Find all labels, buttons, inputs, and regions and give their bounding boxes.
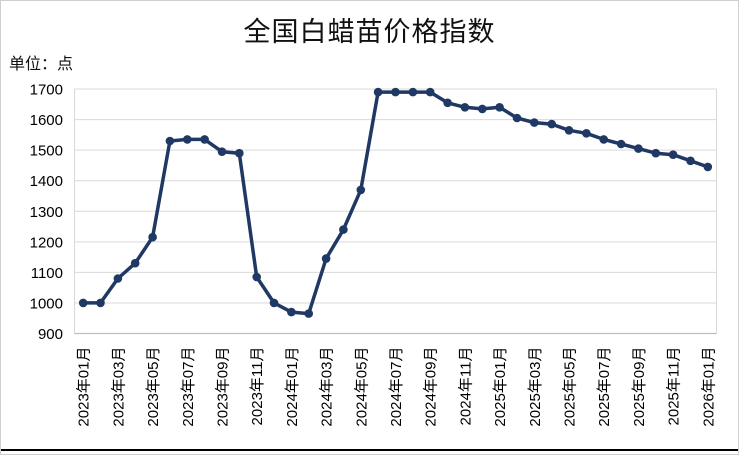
data-point-2023年06月 (165, 136, 175, 146)
data-point-2023年07月 (183, 135, 192, 144)
x-axis-tick-label: 2025年05月 (562, 347, 579, 427)
data-point-2024年07月 (391, 87, 400, 97)
data-point-2023年12月 (269, 298, 279, 308)
data-point-2025年07月 (599, 135, 608, 144)
y-axis-tick-label: 1400 (30, 173, 63, 190)
x-axis-tick-label: 2024年01月 (284, 347, 301, 427)
data-point-2025年06月 (582, 129, 591, 138)
chart-title: 全国白蜡苗价格指数 (243, 17, 496, 47)
x-axis-tick-label: 2023年07月 (180, 347, 197, 427)
data-point-2025年09月 (634, 144, 643, 153)
y-axis-tick-label: 1600 (30, 112, 63, 129)
data-point-2025年12月 (686, 156, 695, 166)
data-point-2025年01月 (495, 103, 504, 112)
unit-label: 单位：点 (9, 56, 74, 73)
data-point-2026年01月 (703, 162, 713, 172)
data-point-2024年08月 (408, 87, 418, 97)
data-point-2024年04月 (339, 225, 348, 234)
data-point-2023年01月 (78, 298, 88, 308)
data-point-2023年03月 (113, 274, 123, 283)
x-axis-tick-label: 2024年03月 (319, 347, 336, 427)
x-axis-tick-label: 2025年11月 (666, 347, 683, 426)
data-point-2024年05月 (356, 185, 366, 195)
y-axis-tick-label: 1300 (30, 204, 63, 221)
data-point-2024年12月 (478, 104, 487, 114)
data-point-2023年05月 (148, 232, 157, 242)
data-point-2023年11月 (252, 272, 261, 282)
bottom-border-line (1, 449, 738, 451)
data-point-2024年06月 (373, 87, 383, 97)
data-point-2024年11月 (460, 103, 470, 112)
x-axis-tick-label: 2023年03月 (110, 347, 127, 427)
data-point-2023年02月 (96, 298, 105, 308)
data-point-2025年11月 (668, 150, 678, 159)
y-axis-tick-label: 1700 (30, 82, 63, 99)
data-point-2023年09月 (217, 147, 227, 156)
data-point-2024年09月 (425, 87, 435, 97)
x-axis-tick-label: 2023年01月 (76, 347, 93, 427)
x-axis-tick-label: 2026年01月 (700, 347, 717, 427)
y-axis-tick-label: 900 (38, 326, 63, 343)
x-axis-tick-label: 2024年05月 (353, 347, 370, 427)
data-point-2024年01月 (287, 307, 296, 317)
x-axis-tick-label: 2025年09月 (631, 347, 648, 427)
y-axis-tick-label: 1000 (30, 295, 63, 312)
x-axis-tick-label: 2025年01月 (492, 347, 509, 427)
data-point-2023年08月 (200, 135, 209, 144)
x-axis-tick-label: 2023年11月 (249, 347, 266, 426)
data-point-2024年10月 (443, 98, 452, 108)
data-point-2025年03月 (530, 118, 539, 127)
x-axis-tick-label: 2025年03月 (527, 347, 544, 427)
x-axis-tick-label: 2025年07月 (596, 347, 613, 427)
data-point-2025年05月 (564, 126, 574, 135)
data-point-2024年02月 (304, 309, 314, 318)
data-point-2025年02月 (512, 113, 522, 123)
data-point-2025年08月 (616, 139, 626, 149)
data-point-2023年10月 (235, 148, 244, 158)
x-axis-tick-label: 2023年05月 (145, 347, 162, 427)
data-point-2024年03月 (321, 254, 331, 263)
y-axis-tick-label: 1100 (31, 265, 63, 282)
data-point-2025年10月 (651, 148, 661, 158)
price-index-line (81, 90, 710, 316)
data-point-2025年04月 (547, 119, 556, 129)
x-axis-tick-label: 2024年11月 (457, 347, 474, 426)
x-axis-tick-label: 2024年07月 (388, 347, 405, 427)
data-point-2023年04月 (130, 258, 140, 268)
x-axis-tick-label: 2024年09月 (423, 347, 440, 427)
y-axis-tick-label: 1500 (30, 143, 63, 160)
y-axis-tick-label: 1200 (30, 234, 63, 251)
x-axis-tick-label: 2023年09月 (214, 347, 231, 427)
